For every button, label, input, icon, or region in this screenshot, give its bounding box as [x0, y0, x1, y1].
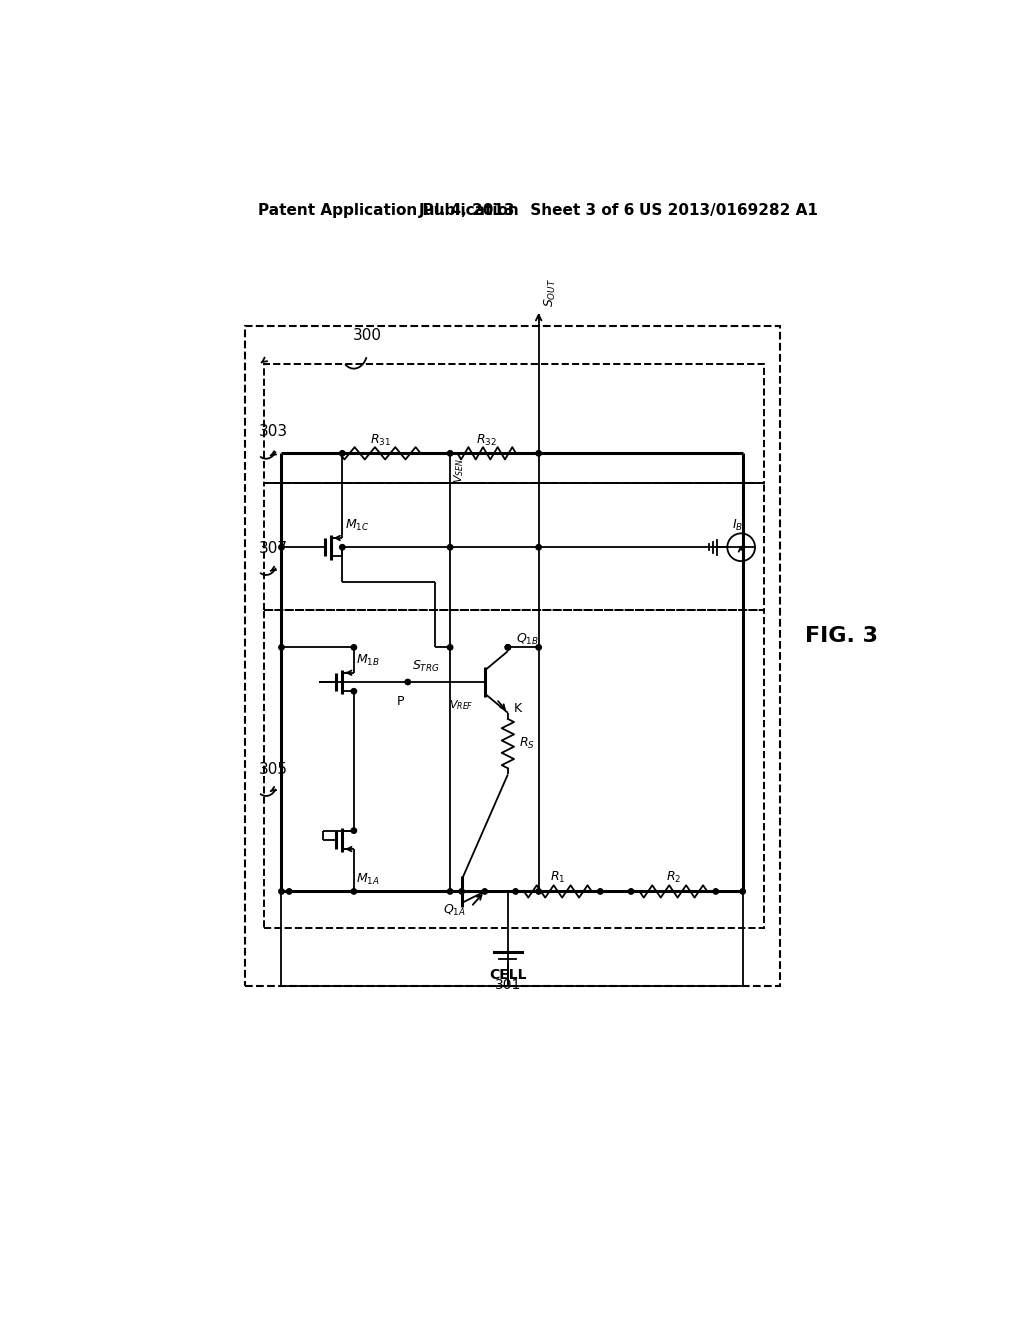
Bar — [245, 326, 779, 986]
Circle shape — [536, 644, 542, 649]
Text: $R_{32}$: $R_{32}$ — [476, 433, 497, 447]
Text: 303: 303 — [258, 424, 288, 440]
Circle shape — [482, 888, 487, 894]
Text: $V_{SEN}$: $V_{SEN}$ — [453, 458, 466, 483]
Text: FIG. 3: FIG. 3 — [805, 626, 878, 645]
Circle shape — [513, 888, 518, 894]
Bar — [264, 364, 764, 483]
Circle shape — [536, 545, 542, 550]
Text: $Q_{1B}$: $Q_{1B}$ — [515, 632, 539, 647]
Text: P: P — [396, 694, 403, 708]
Circle shape — [629, 888, 634, 894]
Circle shape — [351, 644, 356, 649]
Circle shape — [351, 828, 356, 833]
Circle shape — [279, 644, 285, 649]
Circle shape — [740, 888, 745, 894]
Circle shape — [447, 545, 453, 550]
Bar — [264, 483, 764, 610]
Circle shape — [536, 888, 542, 894]
Text: $M_{1B}$: $M_{1B}$ — [356, 653, 380, 668]
Circle shape — [447, 450, 453, 455]
Circle shape — [713, 888, 719, 894]
Text: 301: 301 — [495, 978, 521, 993]
Circle shape — [536, 450, 542, 455]
Bar — [264, 610, 764, 928]
Text: $S_{OUT}$: $S_{OUT}$ — [544, 279, 558, 308]
Text: 300: 300 — [352, 327, 382, 343]
Circle shape — [340, 450, 345, 455]
Text: K: K — [514, 702, 522, 715]
Circle shape — [287, 888, 292, 894]
Text: $M_{1A}$: $M_{1A}$ — [356, 873, 380, 887]
Circle shape — [279, 545, 285, 550]
Text: CELL: CELL — [489, 968, 526, 982]
Text: $Q_{1A}$: $Q_{1A}$ — [442, 903, 465, 919]
Text: $R_{31}$: $R_{31}$ — [370, 433, 390, 447]
Circle shape — [447, 888, 453, 894]
Circle shape — [505, 644, 511, 649]
Circle shape — [505, 644, 511, 649]
Text: $M_{1C}$: $M_{1C}$ — [345, 519, 369, 533]
Text: $R_S$: $R_S$ — [518, 737, 535, 751]
Circle shape — [351, 689, 356, 694]
Text: US 2013/0169282 A1: US 2013/0169282 A1 — [639, 203, 817, 218]
Text: $I_B$: $I_B$ — [732, 519, 742, 533]
Circle shape — [279, 888, 285, 894]
Text: 307: 307 — [258, 541, 288, 556]
Circle shape — [598, 888, 603, 894]
Text: $R_1$: $R_1$ — [550, 870, 565, 886]
Text: $V_{REF}$: $V_{REF}$ — [450, 698, 474, 711]
Text: Jul. 4, 2013   Sheet 3 of 6: Jul. 4, 2013 Sheet 3 of 6 — [419, 203, 636, 218]
Circle shape — [406, 680, 411, 685]
Circle shape — [447, 644, 453, 649]
Text: $S_{TRG}$: $S_{TRG}$ — [412, 659, 439, 675]
Circle shape — [459, 888, 464, 894]
Circle shape — [340, 545, 345, 550]
Circle shape — [351, 888, 356, 894]
Text: Patent Application Publication: Patent Application Publication — [258, 203, 518, 218]
Text: 305: 305 — [258, 762, 288, 776]
Text: $R_2$: $R_2$ — [666, 870, 681, 886]
